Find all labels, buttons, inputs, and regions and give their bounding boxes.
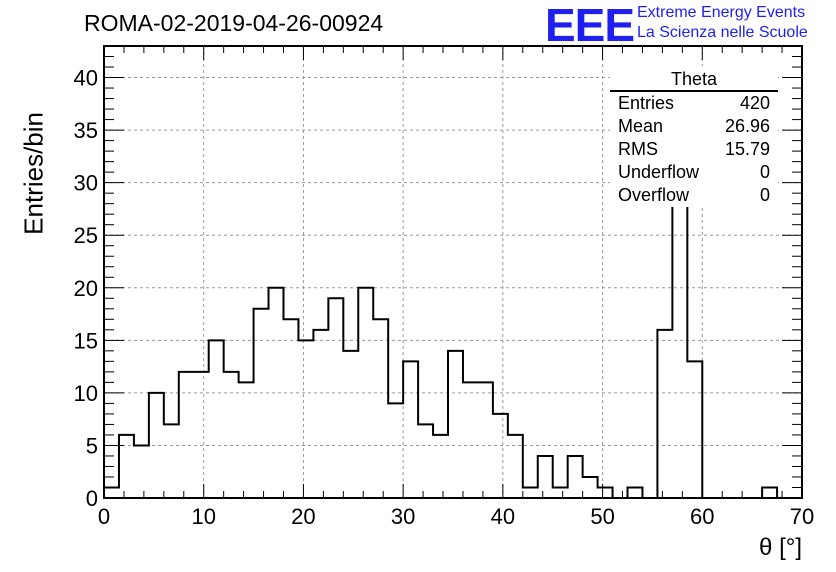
histogram-bin	[418, 424, 433, 498]
x-tick-label: 20	[291, 504, 315, 529]
histogram-bin	[269, 288, 284, 498]
histogram-bin	[628, 487, 643, 498]
histogram-bin	[164, 424, 179, 498]
stats-label: Overflow	[618, 185, 690, 205]
stats-box: Theta Entries 420 Mean 26.96 RMS 15.79 U…	[610, 66, 778, 207]
stats-value: 420	[739, 93, 770, 113]
y-tick-label: 15	[74, 328, 98, 353]
logo-line-1: Extreme Energy Events	[637, 4, 806, 21]
stats-row-underflow: Underflow 0	[610, 161, 778, 184]
stats-value: 15.79	[724, 139, 770, 159]
y-tick-label: 30	[74, 171, 98, 196]
stats-label: RMS	[618, 139, 658, 159]
y-axis-label: Entries/bin	[18, 112, 49, 235]
stats-value: 26.96	[724, 116, 770, 136]
histogram-bin	[403, 361, 418, 498]
histogram-bin	[493, 414, 508, 498]
x-tick-label: 0	[98, 504, 110, 529]
stats-row-mean: Mean 26.96	[610, 115, 778, 138]
logo-line-2: La Scienza nelle Scuole	[637, 24, 808, 41]
stats-row-entries: Entries 420	[610, 92, 778, 115]
histogram-bin	[657, 330, 672, 498]
stats-value: 0	[759, 162, 770, 182]
histogram-bin	[194, 372, 209, 498]
histogram-bin	[568, 456, 583, 498]
y-tick-label: 40	[74, 66, 98, 91]
run-title: ROMA-02-2019-04-26-00924	[84, 10, 384, 36]
y-tick-label: 25	[74, 223, 98, 248]
histogram-bin	[762, 487, 777, 498]
histogram-bin	[538, 456, 553, 498]
histogram-bin	[313, 330, 328, 498]
histogram-bin	[179, 372, 194, 498]
histogram-bin	[343, 351, 358, 498]
histogram-bin	[448, 351, 463, 498]
y-tick-label: 35	[74, 118, 98, 143]
histogram-bin	[254, 309, 269, 498]
x-tick-label: 10	[191, 504, 215, 529]
stats-label: Underflow	[618, 162, 700, 182]
stats-value: 0	[759, 185, 770, 205]
histogram-bin	[328, 298, 343, 498]
histogram-bin	[598, 487, 613, 498]
tick-labels: 0 10 20 30 40 50 60 70 0 5 10 15 20 25 30 35 40	[74, 66, 815, 529]
histogram-bin	[149, 393, 164, 498]
stats-row-rms: RMS 15.79	[610, 138, 778, 161]
grid-lines	[104, 46, 802, 498]
histogram-bin	[283, 319, 298, 498]
x-tick-label: 60	[690, 504, 714, 529]
histogram-bin	[508, 435, 523, 498]
histogram-bin	[478, 382, 493, 498]
histogram-bin	[433, 435, 448, 498]
histogram-bin	[388, 403, 403, 498]
histogram-bin	[373, 319, 388, 498]
histogram-bin	[298, 340, 313, 498]
y-tick-label: 10	[74, 381, 98, 406]
x-tick-label: 30	[391, 504, 415, 529]
stats-label: Entries	[618, 93, 675, 113]
histogram-bin	[104, 487, 119, 498]
histogram-bin	[687, 361, 702, 498]
histogram-bin	[119, 435, 134, 498]
histogram-bin	[134, 445, 149, 498]
axis-ticks	[103, 45, 803, 499]
histogram-bin	[209, 340, 224, 498]
histogram-bin	[523, 487, 538, 498]
x-tick-label: 70	[790, 504, 814, 529]
stats-title: Theta	[610, 66, 778, 92]
histogram-bin	[553, 487, 568, 498]
eee-logo: EEE	[545, 0, 635, 51]
histogram-bin	[463, 382, 478, 498]
x-axis-label: θ [°]	[759, 534, 802, 561]
y-tick-label: 0	[86, 486, 98, 511]
y-tick-label: 5	[86, 433, 98, 458]
histogram-bin	[583, 477, 598, 498]
stats-label: Mean	[618, 116, 664, 136]
x-tick-label: 40	[491, 504, 515, 529]
histogram-bin	[224, 372, 239, 498]
stats-row-overflow: Overflow 0	[610, 184, 778, 207]
y-tick-label: 20	[74, 276, 98, 301]
x-tick-label: 50	[590, 504, 614, 529]
histogram-bin	[239, 382, 254, 498]
plot-frame	[103, 45, 803, 499]
